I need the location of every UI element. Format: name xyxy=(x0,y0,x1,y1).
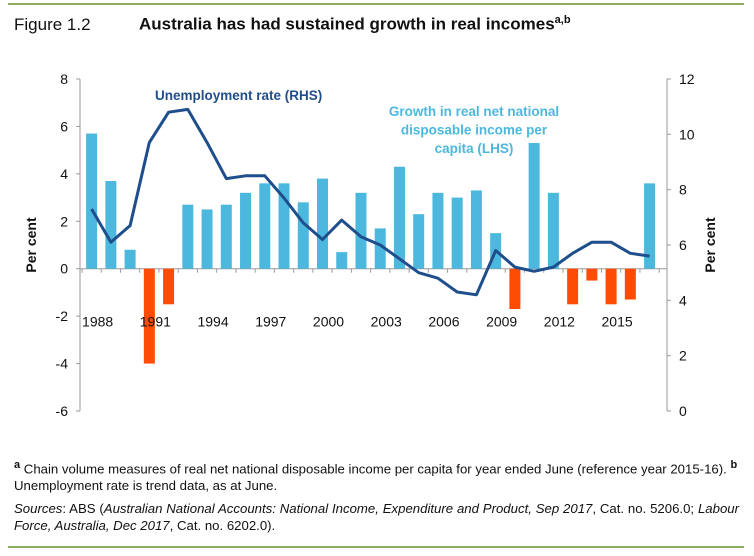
left-tick-label: -6 xyxy=(56,403,69,419)
sources-publication-1: Australian National Accounts: National I… xyxy=(103,501,593,517)
bar-2014 xyxy=(586,268,598,281)
bar-2001 xyxy=(336,252,348,269)
x-tick-label: 2012 xyxy=(544,314,575,330)
bar-1995 xyxy=(220,204,232,269)
figure-title-superscript: a,b xyxy=(554,14,571,26)
bar-1994 xyxy=(201,209,213,269)
right-tick-label: 12 xyxy=(679,71,695,87)
sources-text: , Cat. no. 5206.0; xyxy=(592,501,698,517)
left-axis-label: Per cent xyxy=(23,217,39,273)
left-tick-label: 8 xyxy=(60,71,68,87)
legend-income-line: Growth in real net national xyxy=(389,104,559,119)
bar-2005 xyxy=(413,214,425,269)
x-tick-label: 2015 xyxy=(602,314,633,330)
top-rule xyxy=(8,3,744,5)
footnote-b: Unemployment rate is trend data, as at J… xyxy=(14,478,278,494)
sources-text: : ABS ( xyxy=(62,501,104,517)
left-tick-label: -2 xyxy=(56,308,69,324)
right-tick-label: 4 xyxy=(679,292,687,308)
bar-2010 xyxy=(509,268,521,310)
figure-title-text: Australia has had sustained growth in re… xyxy=(139,14,555,34)
bar-1988 xyxy=(86,133,98,269)
bar-2006 xyxy=(432,192,444,269)
left-tick-label: 6 xyxy=(60,118,68,134)
x-tick-label: 1997 xyxy=(255,314,286,330)
bar-2013 xyxy=(567,268,579,305)
right-tick-label: 8 xyxy=(679,182,687,198)
bar-1996 xyxy=(240,192,252,269)
bar-2016 xyxy=(624,268,636,300)
bar-1990 xyxy=(124,249,136,269)
x-tick-label: 1988 xyxy=(82,314,113,330)
sources: Sources: ABS (Australian National Accoun… xyxy=(14,500,739,534)
legend-unemployment: Unemployment rate (RHS) xyxy=(155,88,322,103)
bar-2007 xyxy=(451,197,463,269)
x-tick-label: 2009 xyxy=(486,314,517,330)
footnote-b-marker: b xyxy=(730,459,738,471)
bar-2002 xyxy=(355,192,367,269)
bottom-rule xyxy=(8,546,744,548)
bar-2003 xyxy=(374,228,386,269)
bar-1999 xyxy=(297,202,309,269)
footnote-a: Chain volume measures of real net nation… xyxy=(20,461,731,477)
x-tick-label: 1994 xyxy=(197,314,228,330)
right-tick-label: 2 xyxy=(679,348,687,364)
bar-1989 xyxy=(105,180,117,269)
bar-1992 xyxy=(163,268,175,305)
chart: 8 6 4 2 0 -2 -4 -6 12 10 8 6 4 2 0 Per cent Per cent 1988… xyxy=(23,71,718,419)
bar-1993 xyxy=(182,204,194,269)
bar-1997 xyxy=(259,183,271,269)
bar-2000 xyxy=(317,178,328,269)
figure-number: Figure 1.2 xyxy=(14,14,91,34)
left-tick-label: 4 xyxy=(60,166,68,182)
left-tick-label: 0 xyxy=(60,261,68,277)
figure-title: Figure 1.2 Australia has had sustained gr… xyxy=(14,14,571,35)
legend-income-line: disposable income per xyxy=(401,123,548,138)
notes: a Chain volume measures of real net nati… xyxy=(14,457,739,540)
left-tick-label: 2 xyxy=(60,213,68,229)
legend-income-line: capita (LHS) xyxy=(435,141,514,156)
bar-1998 xyxy=(278,183,290,269)
right-tick-label: 6 xyxy=(679,237,687,253)
x-tick-label: 2000 xyxy=(313,314,344,330)
x-tick-label: 2003 xyxy=(371,314,402,330)
bar-1991 xyxy=(143,268,155,364)
sources-publication-2: Labour Force, Australia, Dec 2017 xyxy=(14,501,740,534)
footnote-a-marker: a xyxy=(14,459,21,471)
bar-2011 xyxy=(528,143,540,269)
unemployment-line xyxy=(90,107,650,297)
x-tick-label: 2006 xyxy=(428,314,459,330)
right-tick-label: 10 xyxy=(679,126,695,142)
bar-2008 xyxy=(470,190,482,269)
footnotes: a Chain volume measures of real net nati… xyxy=(14,457,739,494)
left-tick-label: -4 xyxy=(56,356,69,372)
bar-2015 xyxy=(605,268,617,305)
right-tick-label: 0 xyxy=(679,403,687,419)
x-tick-label: 1991 xyxy=(140,314,171,330)
sources-text: , Cat. no. 6202.0). xyxy=(169,518,276,534)
bar-2004 xyxy=(393,166,405,269)
bar-2017 xyxy=(644,183,656,269)
sources-label: Sources xyxy=(14,501,63,517)
bar-2012 xyxy=(547,192,559,269)
right-axis-label: Per cent xyxy=(702,217,718,273)
